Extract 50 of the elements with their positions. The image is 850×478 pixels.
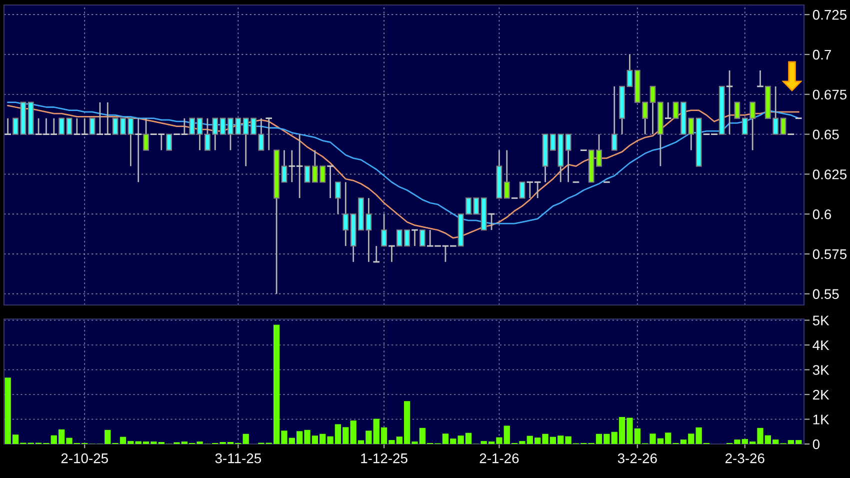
candlestick bbox=[166, 134, 172, 151]
candlestick bbox=[66, 118, 72, 135]
candlestick bbox=[12, 118, 18, 135]
x-tick-label: 3-11-25 bbox=[215, 453, 262, 464]
y-tick-label: 3K bbox=[812, 365, 830, 375]
candlestick bbox=[281, 150, 288, 183]
candlestick bbox=[258, 118, 264, 151]
y-tick-label: 2K bbox=[813, 390, 830, 400]
x-tick-label: 2-1-26 bbox=[480, 453, 519, 464]
candlestick bbox=[626, 54, 633, 88]
y-tick-label: 0.6 bbox=[812, 209, 832, 220]
candlestick bbox=[58, 118, 65, 135]
candlestick bbox=[304, 166, 310, 183]
y-tick-label: 1K bbox=[813, 414, 830, 424]
candlestick bbox=[611, 86, 618, 151]
candlestick bbox=[734, 102, 740, 119]
candlestick bbox=[419, 229, 426, 247]
candlestick bbox=[220, 118, 226, 135]
candlestick bbox=[565, 134, 572, 183]
candlestick bbox=[519, 182, 526, 199]
y-tick-label: 0.55 bbox=[812, 289, 839, 299]
candlestick bbox=[726, 70, 734, 135]
y-tick-label: 0.575 bbox=[812, 249, 847, 260]
candlestick bbox=[196, 118, 203, 151]
x-tick-label: 2-10-25 bbox=[61, 453, 108, 464]
bar bbox=[104, 430, 111, 444]
candlestick bbox=[342, 181, 349, 247]
candlestick bbox=[488, 213, 496, 231]
candlestick bbox=[504, 150, 510, 199]
candlestick bbox=[780, 118, 786, 135]
candlestick bbox=[381, 213, 387, 247]
y-tick-label: 4K bbox=[812, 340, 830, 350]
candlestick bbox=[335, 181, 341, 215]
y-tick-label: 0.65 bbox=[812, 130, 839, 140]
candlestick bbox=[4, 118, 12, 136]
candlestick bbox=[89, 118, 96, 135]
bar bbox=[242, 434, 249, 444]
candlestick bbox=[672, 102, 679, 119]
candlestick bbox=[143, 118, 149, 151]
y-tick-label: 0.675 bbox=[812, 90, 847, 100]
candlestick bbox=[189, 118, 196, 135]
x-tick-label: 2-3-26 bbox=[726, 453, 764, 464]
y-tick-label: 5K bbox=[812, 316, 830, 326]
y-tick-label: 0.625 bbox=[812, 169, 847, 180]
y-tick-label: 0.7 bbox=[812, 50, 831, 60]
x-tick-label: 1-12-25 bbox=[361, 453, 408, 464]
x-tick-label: 3-2-26 bbox=[618, 453, 657, 464]
candlestick bbox=[650, 86, 656, 135]
y-tick-label: 0.725 bbox=[812, 10, 847, 20]
y-tick-label: 0 bbox=[812, 439, 820, 450]
